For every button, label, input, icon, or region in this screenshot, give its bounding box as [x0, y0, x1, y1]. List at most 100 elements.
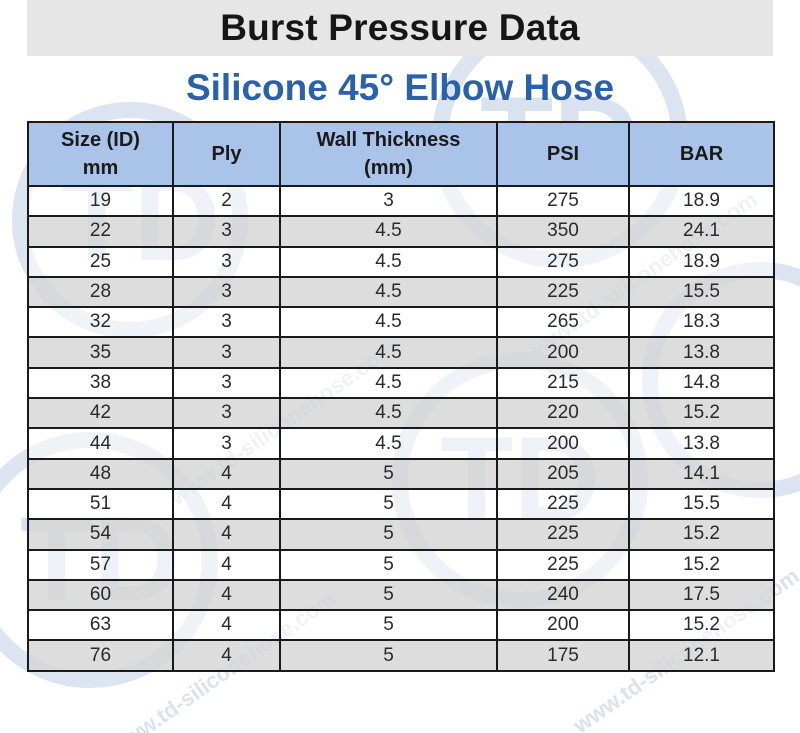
table-row: 22 3 4.5 350 24.1 — [27, 215, 775, 248]
ply-cell: 3 — [172, 366, 281, 400]
bar-cell: 14.8 — [628, 366, 775, 400]
bar-cell: 15.2 — [628, 397, 775, 430]
ply-cell: 4 — [172, 457, 281, 490]
wall-thickness-cell: 4.5 — [279, 306, 498, 339]
bar-cell: 15.5 — [628, 487, 775, 521]
psi-cell: 350 — [496, 215, 630, 248]
size-cell: 51 — [27, 487, 174, 521]
psi-cell: 225 — [496, 518, 630, 551]
wall-thickness-cell: 4.5 — [279, 275, 498, 309]
size-cell: 22 — [27, 215, 174, 248]
size-cell: 35 — [27, 336, 174, 369]
table-body: 19 2 3 275 18.9 22 3 4.5 350 24.1 25 3 4.5 275 18.9 28 3… — [27, 184, 775, 672]
ply-cell: 3 — [172, 336, 281, 369]
size-cell: 48 — [27, 457, 174, 490]
wall-thickness-cell: 5 — [279, 578, 498, 612]
page-subtitle: Silicone 45° Elbow Hose — [185, 67, 615, 108]
bar-cell: 17.5 — [628, 578, 775, 612]
ply-cell: 3 — [172, 306, 281, 339]
wall-thickness-cell: 5 — [279, 639, 498, 672]
bar-cell: 13.8 — [628, 336, 775, 369]
size-cell: 76 — [27, 639, 174, 672]
ply-cell: 4 — [172, 487, 281, 521]
size-cell: 38 — [27, 366, 174, 400]
wall-thickness-cell: 5 — [279, 457, 498, 490]
size-cell: 32 — [27, 306, 174, 339]
wall-thickness-cell: 5 — [279, 609, 498, 642]
ply-cell: 4 — [172, 548, 281, 581]
size-cell: 28 — [27, 275, 174, 309]
psi-cell: 275 — [496, 245, 630, 278]
bar-cell: 18.3 — [628, 306, 775, 339]
size-cell: 44 — [27, 427, 174, 460]
ply-cell: 3 — [172, 427, 281, 460]
wall-thickness-cell: 5 — [279, 487, 498, 521]
table-row: 32 3 4.5 265 18.3 — [27, 306, 775, 339]
psi-cell: 240 — [496, 578, 630, 612]
ply-cell: 2 — [172, 184, 281, 218]
wall-thickness-cell: 4.5 — [279, 397, 498, 430]
size-cell: 25 — [27, 245, 174, 278]
table-row: 60 4 5 240 17.5 — [27, 578, 775, 612]
wall-thickness-cell: 4.5 — [279, 427, 498, 460]
psi-cell: 225 — [496, 275, 630, 309]
table-header-row: Size (ID) mm Ply Wall Thickness (mm) PSI B… — [27, 121, 775, 187]
bar-cell: 14.1 — [628, 457, 775, 490]
psi-cell: 225 — [496, 548, 630, 581]
ply-cell: 3 — [172, 397, 281, 430]
ply-cell: 3 — [172, 245, 281, 278]
table-row: 28 3 4.5 225 15.5 — [27, 275, 775, 309]
bar-cell: 15.2 — [628, 518, 775, 551]
header-psi: PSI — [496, 121, 630, 187]
bar-cell: 18.9 — [628, 184, 775, 218]
wall-thickness-cell: 4.5 — [279, 336, 498, 369]
ply-cell: 4 — [172, 578, 281, 612]
table-row: 51 4 5 225 15.5 — [27, 487, 775, 521]
wall-thickness-cell: 5 — [279, 518, 498, 551]
size-cell: 19 — [27, 184, 174, 218]
psi-cell: 220 — [496, 397, 630, 430]
table-row: 38 3 4.5 215 14.8 — [27, 366, 775, 400]
bar-cell: 15.5 — [628, 275, 775, 309]
ply-cell: 4 — [172, 609, 281, 642]
psi-cell: 225 — [496, 487, 630, 521]
title-bar: Burst Pressure Data — [27, 0, 773, 56]
table-row: 76 4 5 175 12.1 — [27, 639, 775, 672]
bar-cell: 12.1 — [628, 639, 775, 672]
bar-cell: 15.2 — [628, 609, 775, 642]
bar-cell: 15.2 — [628, 548, 775, 581]
table-row: 42 3 4.5 220 15.2 — [27, 397, 775, 430]
header-size: Size (ID) mm — [27, 121, 174, 187]
psi-cell: 200 — [496, 609, 630, 642]
size-cell: 60 — [27, 578, 174, 612]
psi-cell: 215 — [496, 366, 630, 400]
psi-cell: 275 — [496, 184, 630, 218]
psi-cell: 265 — [496, 306, 630, 339]
wall-thickness-cell: 3 — [279, 184, 498, 218]
table-row: 57 4 5 225 15.2 — [27, 548, 775, 581]
psi-cell: 200 — [496, 336, 630, 369]
ply-cell: 4 — [172, 518, 281, 551]
table-row: 54 4 5 225 15.2 — [27, 518, 775, 551]
size-cell: 57 — [27, 548, 174, 581]
psi-cell: 175 — [496, 639, 630, 672]
table-row: 19 2 3 275 18.9 — [27, 184, 775, 218]
wall-thickness-cell: 5 — [279, 548, 498, 581]
wall-thickness-cell: 4.5 — [279, 245, 498, 278]
table-row: 48 4 5 205 14.1 — [27, 457, 775, 490]
table-row: 25 3 4.5 275 18.9 — [27, 245, 775, 278]
table-row: 44 3 4.5 200 13.8 — [27, 427, 775, 460]
ply-cell: 3 — [172, 275, 281, 309]
ply-cell: 4 — [172, 639, 281, 672]
wall-thickness-cell: 4.5 — [279, 366, 498, 400]
header-bar: BAR — [628, 121, 775, 187]
burst-pressure-table: Size (ID) mm Ply Wall Thickness (mm) PSI B… — [27, 121, 775, 672]
wall-thickness-cell: 4.5 — [279, 215, 498, 248]
header-wall-thickness: Wall Thickness (mm) — [279, 121, 498, 187]
psi-cell: 205 — [496, 457, 630, 490]
table-row: 63 4 5 200 15.2 — [27, 609, 775, 642]
header-ply: Ply — [172, 121, 281, 187]
bar-cell: 13.8 — [628, 427, 775, 460]
ply-cell: 3 — [172, 215, 281, 248]
size-cell: 63 — [27, 609, 174, 642]
